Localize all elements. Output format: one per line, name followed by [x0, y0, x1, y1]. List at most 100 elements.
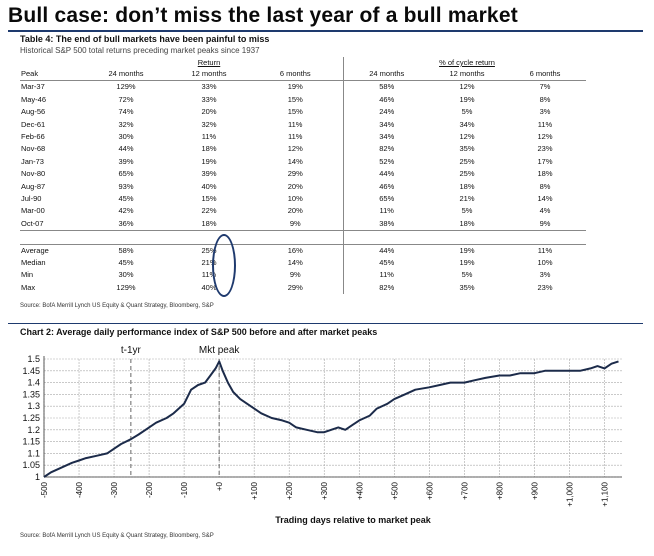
table-cell: 36% [82, 217, 170, 232]
table-cell: 39% [201, 169, 217, 179]
table-row: Min 30% 11% 9% 11% 5% 3% [20, 269, 586, 282]
table-cell: 11% [201, 132, 217, 142]
table-cell: 15% [248, 106, 344, 119]
table-cell: 18% [170, 217, 248, 232]
y-tick-label: 1.1 [27, 448, 40, 458]
column-header: 24 months [82, 68, 170, 82]
table-cell: 40% [201, 181, 217, 191]
chart-rule [8, 323, 643, 324]
x-axis-title: Trading days relative to market peak [275, 515, 432, 525]
table-cell: 46% [379, 181, 395, 191]
table-cell: 10% [537, 258, 553, 268]
x-tick-label: +200 [285, 481, 294, 500]
table-cell: 129% [116, 82, 136, 92]
table-cell: 30% [118, 132, 134, 142]
table-cell: 10% [248, 193, 344, 206]
table-cell: 8% [539, 94, 551, 104]
table-cell: 14% [248, 155, 344, 169]
column-header-row: Peak 24 months 12 months 6 months 24 months 1… [20, 68, 586, 82]
table-cell: Jan-73 [21, 156, 44, 166]
y-tick-label: 1.35 [22, 389, 40, 399]
table-cell: 44% [379, 169, 395, 179]
table-cell: 38% [343, 217, 430, 232]
table-cell: 15% [201, 194, 217, 204]
table-cell: 5% [461, 270, 473, 280]
table-cell: 72% [118, 94, 134, 104]
table-cell: 34% [459, 119, 475, 129]
column-header: 6 months [248, 68, 344, 82]
table-row: Nov-68 44% 18% 12% 82% 35% 23% [20, 143, 586, 156]
column-header: 24 months [343, 68, 430, 82]
x-tick-label: +700 [460, 481, 469, 500]
table-cell: 44% [118, 144, 134, 154]
table-source: Source: BofA Merrill Lynch US Equity & Q… [20, 303, 214, 309]
chart-title: Chart 2: Average daily performance index… [20, 327, 378, 337]
series-line [43, 360, 619, 478]
table-row: Jan-73 39% 19% 14% 52% 25% 17% [20, 155, 586, 169]
title-rule [8, 30, 643, 32]
table-cell: 82% [379, 144, 395, 154]
table-cell: Median [21, 258, 46, 268]
x-tick-label: +400 [355, 481, 364, 500]
table-cell: 12% [248, 143, 344, 156]
table-cell: Min [21, 270, 34, 280]
table-row: Max 129% 40% 29% 82% 35% 23% [20, 281, 586, 295]
table-cell: 19% [459, 94, 475, 104]
table-row: Feb-66 30% 11% 11% 34% 12% 12% [20, 131, 586, 144]
table-cell: 23% [537, 144, 553, 154]
table-cell: 58% [379, 82, 395, 92]
column-header: 12 months [430, 68, 504, 82]
table-cell: 3% [539, 107, 551, 117]
table-cell: 33% [201, 94, 217, 104]
table-cell: 12% [537, 132, 553, 142]
y-tick-label: 1.15 [22, 437, 40, 447]
x-tick-label: -300 [110, 481, 119, 498]
table-cell: 25% [459, 156, 475, 166]
table-cell: 11% [248, 118, 344, 132]
table-cell: Max [21, 282, 36, 292]
table-cell: 3% [539, 270, 551, 280]
table-cell: 11% [379, 206, 394, 216]
y-tick-label: 1.2 [27, 425, 40, 435]
table-cell: 29% [248, 281, 344, 295]
table-row: Oct-07 36% 18% 9% 38% 18% 9% [20, 217, 586, 232]
table-cell: 42% [118, 206, 134, 216]
table-cell: 23% [537, 282, 553, 292]
table-cell: 12% [459, 132, 475, 142]
x-tick-label: +500 [390, 481, 399, 500]
table-cell: 4% [539, 206, 551, 216]
table-cell: 11% [379, 270, 394, 280]
table-row: Aug-87 93% 40% 20% 46% 18% 8% [20, 180, 586, 194]
table-cell: 34% [379, 132, 395, 142]
table-cell: 44% [343, 243, 430, 258]
table-cell: 35% [459, 144, 475, 154]
table-row: Mar-00 42% 22% 20% 11% 5% 4% [20, 205, 586, 218]
chart-source: Source: BofA Merrill Lynch US Equity & Q… [20, 533, 214, 539]
x-tick-label: +300 [320, 481, 329, 500]
table-row: Dec-61 32% 32% 11% 34% 34% 11% [20, 118, 586, 132]
table-row: Mar-37 129% 33% 19% 58% 12% 7% [20, 80, 586, 94]
x-tick-label: -200 [145, 481, 154, 498]
table-cell: Feb-66 [21, 132, 45, 142]
table-cell: 18% [430, 217, 504, 232]
x-tick-label: +100 [250, 481, 259, 500]
table-cell: 74% [118, 107, 134, 117]
table-cell: 9% [248, 269, 344, 282]
table-cell: Oct-07 [20, 217, 82, 232]
table-cell: 32% [118, 119, 134, 129]
table-cell: 45% [118, 258, 134, 268]
table-cell: 11% [201, 270, 217, 280]
table-cell: 82% [379, 282, 395, 292]
table-cell: Dec-61 [21, 119, 46, 129]
table-cell: 45% [379, 258, 395, 268]
table-cell: 7% [539, 82, 551, 92]
table-row: Jul-90 45% 15% 10% 65% 21% 14% [20, 193, 586, 206]
y-tick-label: 1.3 [27, 401, 40, 411]
table-cell: Jul-90 [21, 194, 42, 204]
table-cell: 11% [504, 243, 586, 258]
table-cell: 19% [201, 156, 217, 166]
table-cell: 11% [537, 119, 553, 129]
table-cell: 65% [118, 169, 134, 179]
y-tick-label: 1 [35, 472, 40, 482]
table-cell: 20% [248, 205, 344, 218]
